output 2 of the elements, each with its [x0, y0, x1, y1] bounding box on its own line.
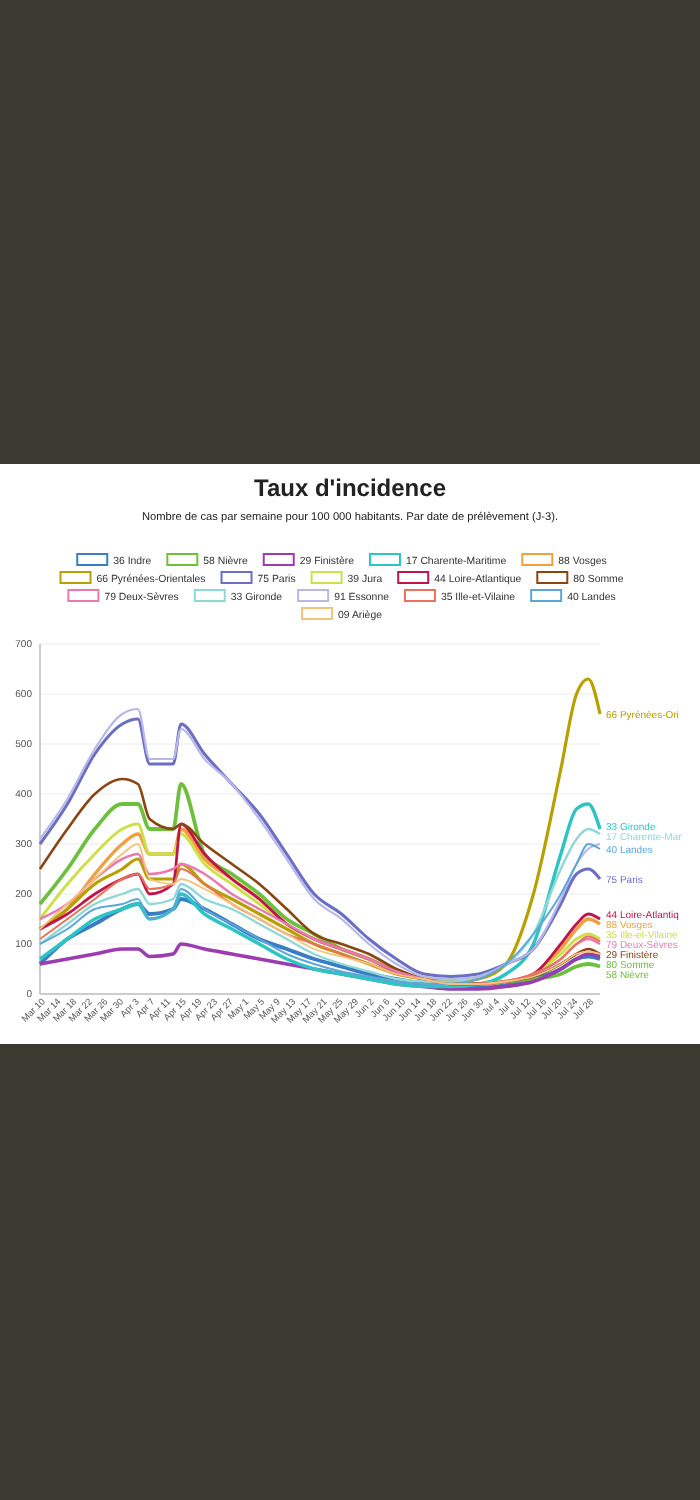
line-series: [38, 897, 602, 989]
chart-title: Taux d'incidence: [254, 474, 447, 502]
